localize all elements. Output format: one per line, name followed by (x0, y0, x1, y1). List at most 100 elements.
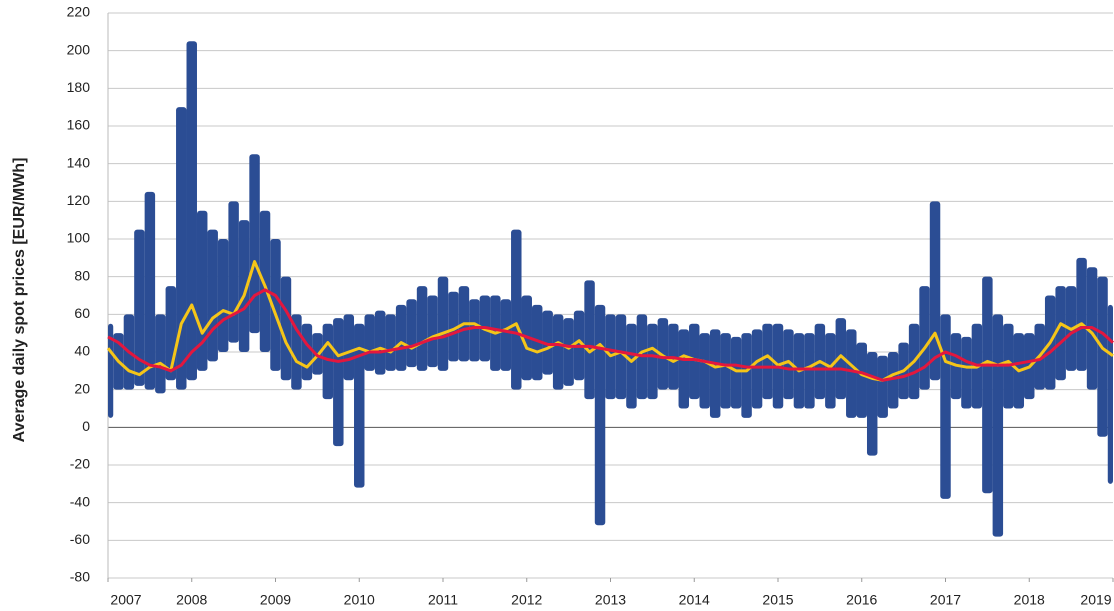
price-range (940, 314, 951, 499)
price-range (730, 336, 742, 409)
average-line (107, 288, 1114, 382)
price-range (364, 314, 375, 371)
price-range (877, 355, 888, 418)
y-tick-label: 140 (67, 154, 91, 170)
y-tick-label: 180 (67, 79, 91, 95)
price-range (594, 304, 606, 526)
x-tick-label: 2016 (846, 592, 877, 608)
y-tick-label: 220 (67, 4, 91, 20)
price-range (406, 299, 417, 368)
price-range (395, 304, 407, 371)
y-tick-label: 40 (74, 343, 90, 359)
price-range (249, 154, 260, 334)
price-range (427, 295, 438, 368)
price-range (804, 333, 815, 409)
price-range (835, 318, 847, 400)
price-range (961, 336, 972, 409)
average-line (106, 260, 1114, 382)
price-range (1055, 286, 1066, 381)
price-range (929, 201, 941, 381)
y-tick-label: -20 (70, 456, 90, 472)
price-range (542, 310, 553, 375)
y-tick-label: -80 (70, 569, 90, 585)
price-range (176, 107, 187, 390)
price-range (301, 323, 313, 381)
price-range (238, 220, 250, 352)
price-range (699, 333, 710, 409)
price-range (1107, 304, 1113, 484)
x-tick-label: 2018 (1014, 592, 1045, 608)
price-range (270, 239, 281, 371)
x-tick-label: 2015 (762, 592, 793, 608)
price-range (322, 323, 334, 400)
price-range (825, 333, 836, 409)
price-range (678, 329, 690, 409)
y-tick-label: 80 (74, 267, 90, 283)
price-range (134, 229, 145, 386)
x-tick-label: 2019 (1080, 592, 1111, 608)
y-tick-label: 120 (67, 192, 91, 208)
price-range (1076, 257, 1087, 371)
x-tick-label: 2017 (930, 592, 961, 608)
price-range (887, 352, 899, 409)
x-tick-label: 2012 (511, 592, 542, 608)
price-range (437, 276, 449, 371)
price-range (762, 323, 773, 400)
price-range (647, 323, 658, 400)
y-tick-label: 160 (67, 117, 91, 133)
price-range (228, 201, 239, 343)
price-range (982, 276, 993, 494)
price-range (846, 329, 857, 418)
x-tick-label: 2011 (428, 592, 458, 608)
price-range (385, 314, 396, 371)
x-tick-label: 2008 (176, 592, 207, 608)
price-range (866, 352, 878, 456)
price-range (500, 299, 512, 371)
price-range (584, 280, 595, 400)
x-tick-label: 2013 (595, 592, 626, 608)
price-range (416, 286, 428, 371)
price-range (144, 191, 156, 390)
price-range (217, 239, 229, 352)
price-range (919, 286, 930, 390)
price-range (374, 310, 386, 375)
y-tick-label: -60 (70, 531, 90, 547)
price-range (709, 329, 721, 418)
price-range (343, 314, 355, 381)
y-tick-label: 60 (74, 305, 90, 321)
price-range (626, 323, 637, 409)
x-tick-label: 2010 (344, 592, 375, 608)
price-range (354, 323, 365, 488)
y-tick-label: -40 (70, 493, 90, 509)
price-range (552, 314, 564, 390)
y-tick-label: 200 (67, 41, 91, 57)
x-tick-label: 2009 (260, 592, 291, 608)
price-range (333, 318, 344, 447)
price-range (186, 41, 197, 381)
price-range (856, 342, 867, 418)
price-range (108, 323, 114, 418)
price-range (469, 299, 480, 362)
price-range (531, 304, 543, 381)
price-range (155, 314, 166, 394)
price-range (448, 291, 459, 362)
y-tick-label: 20 (74, 380, 90, 396)
price-range (563, 318, 574, 386)
y-tick-label: 100 (67, 230, 91, 246)
price-range (207, 229, 218, 362)
price-range (615, 314, 627, 400)
price-range (259, 210, 271, 352)
y-axis-title: Average daily spot prices [EUR/MWh] (11, 158, 28, 443)
price-range (720, 333, 731, 409)
price-range (1097, 276, 1108, 437)
x-tick-label: 2014 (679, 592, 710, 608)
price-range (657, 318, 669, 390)
price-range (783, 329, 794, 400)
y-tick-label: 0 (82, 418, 90, 434)
x-tick-label: 2007 (110, 592, 141, 608)
price-range (751, 329, 763, 409)
price-range (280, 276, 292, 381)
price-range (689, 323, 700, 400)
